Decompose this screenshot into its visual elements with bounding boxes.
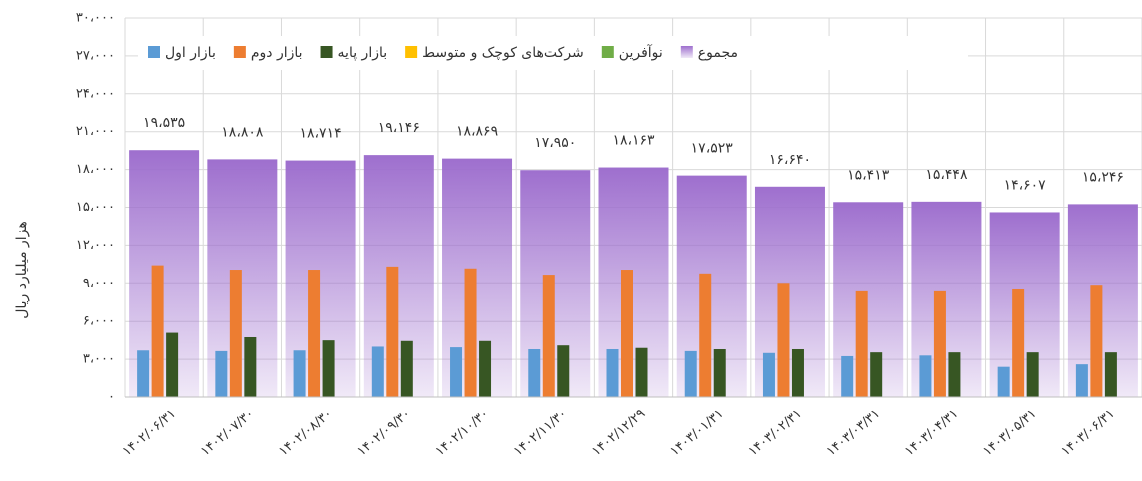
bar: [948, 352, 961, 397]
x-tick-label: ۱۴۰۳/۰۵/۳۱: [980, 406, 1039, 459]
bar: [244, 336, 257, 397]
bar: [841, 355, 854, 397]
data-label: ۱۴،۶۰۷: [1004, 177, 1047, 193]
y-tick-label: ۰: [108, 390, 115, 405]
legend-label: شرکت‌های کوچک و متوسط: [422, 45, 584, 61]
bar: [1026, 352, 1039, 397]
x-tick-label: ۱۴۰۲/۰۷/۳۰: [198, 406, 257, 459]
y-tick-label: ۳،۰۰۰: [83, 352, 115, 367]
bar: [308, 270, 321, 397]
bar: [1104, 352, 1117, 397]
x-tick-label: ۱۴۰۲/۱۲/۲۹: [589, 406, 648, 459]
bar: [479, 340, 492, 397]
bar: [606, 348, 619, 397]
bar: [528, 348, 541, 397]
bar: [1075, 364, 1088, 397]
legend-swatch: [680, 46, 693, 58]
bar: [137, 350, 150, 397]
bar: [621, 270, 633, 397]
data-label: ۱۸،۸۶۹: [456, 124, 498, 140]
bar: [855, 290, 868, 397]
data-label: ۱۷،۵۲۳: [691, 141, 734, 157]
data-label: ۱۵،۲۴۶: [1082, 169, 1124, 185]
x-tick-label: ۱۴۰۳/۰۳/۳۱: [824, 406, 883, 459]
y-tick-label: ۱۸،۰۰۰: [76, 162, 115, 177]
x-tick-label: ۱۴۰۲/۰۸/۳۰: [276, 406, 335, 459]
bar: [293, 350, 306, 397]
data-label: ۱۵،۴۴۸: [925, 167, 968, 183]
bar: [371, 346, 384, 397]
x-tick-label: ۱۴۰۳/۰۴/۳۱: [902, 406, 961, 459]
legend-label: نوآفرین: [619, 44, 663, 61]
data-label: ۱۹،۵۳۵: [143, 115, 185, 131]
bar: [464, 268, 477, 397]
bar: [151, 265, 164, 397]
bar: [542, 275, 555, 397]
bar: [762, 352, 775, 397]
data-label: ۱۶،۶۴۰: [769, 152, 811, 168]
data-label: ۱۸،۱۶۳: [612, 133, 655, 149]
bar: [166, 332, 179, 397]
bar: [215, 350, 228, 397]
bar: [557, 345, 570, 397]
bar: [777, 283, 790, 397]
bar: [713, 348, 726, 397]
bar: [919, 355, 932, 397]
total-bar: [989, 212, 1060, 397]
bar: [933, 290, 946, 397]
bar: [699, 273, 712, 397]
bar: [684, 350, 697, 397]
y-tick-label: ۶،۰۰۰: [83, 314, 115, 329]
data-label: ۱۷،۹۵۰: [534, 135, 576, 151]
legend-label: بازار پایه: [338, 45, 388, 61]
bar: [229, 270, 242, 397]
y-tick-label: ۲۷،۰۰۰: [76, 48, 115, 63]
x-tick-label: ۱۴۰۳/۰۶/۳۱: [1059, 406, 1118, 459]
bar: [997, 366, 1010, 397]
data-label: ۱۹،۱۴۶: [378, 120, 420, 136]
bar: [322, 340, 335, 397]
y-axis-label: هزار میلیارد ریال: [14, 221, 30, 319]
bar: [1012, 288, 1025, 397]
legend-label: مجموع: [698, 45, 738, 61]
bar: [1090, 285, 1103, 397]
y-tick-label: ۲۱،۰۰۰: [76, 124, 115, 139]
legend-swatch: [148, 46, 160, 58]
bar: [400, 340, 413, 397]
legend-swatch: [405, 46, 418, 58]
y-tick-label: ۲۴،۰۰۰: [76, 86, 115, 101]
y-tick-label: ۱۵،۰۰۰: [76, 200, 115, 215]
legend-swatch: [320, 46, 333, 58]
legend-swatch: [233, 46, 246, 58]
data-label: ۱۵،۴۱۳: [847, 167, 890, 183]
x-tick-label: ۱۴۰۲/۰۹/۳۰: [354, 406, 413, 459]
x-tick-label: ۱۴۰۳/۰۲/۳۱: [746, 406, 805, 459]
x-tick-label: ۱۴۰۲/۱۰/۳۰: [433, 406, 492, 459]
y-tick-label: ۱۲،۰۰۰: [76, 238, 115, 253]
bar: [386, 266, 399, 397]
legend-swatch: [601, 46, 614, 58]
y-tick-label: ۹،۰۰۰: [83, 276, 115, 291]
bar: [450, 347, 463, 397]
legend: بازار اول بازار دوم بازار پایه شرکت‌های کوچ…: [138, 36, 968, 70]
y-tick-label: ۳۰،۰۰۰: [76, 11, 115, 26]
bar: [635, 347, 648, 397]
bar: [791, 348, 804, 397]
x-tick-label: ۱۴۰۳/۰۱/۳۱: [667, 406, 726, 459]
data-label: ۱۸،۸۰۸: [221, 124, 264, 140]
legend-label: بازار دوم: [251, 45, 303, 61]
legend-background: [138, 36, 968, 70]
legend-label: بازار اول: [165, 45, 216, 61]
x-tick-label: ۱۴۰۲/۱۱/۳۰: [511, 406, 570, 459]
bar: [870, 352, 883, 397]
x-tick-label: ۱۴۰۲/۰۶/۳۱: [120, 406, 179, 459]
data-label: ۱۸،۷۱۴: [300, 126, 342, 142]
